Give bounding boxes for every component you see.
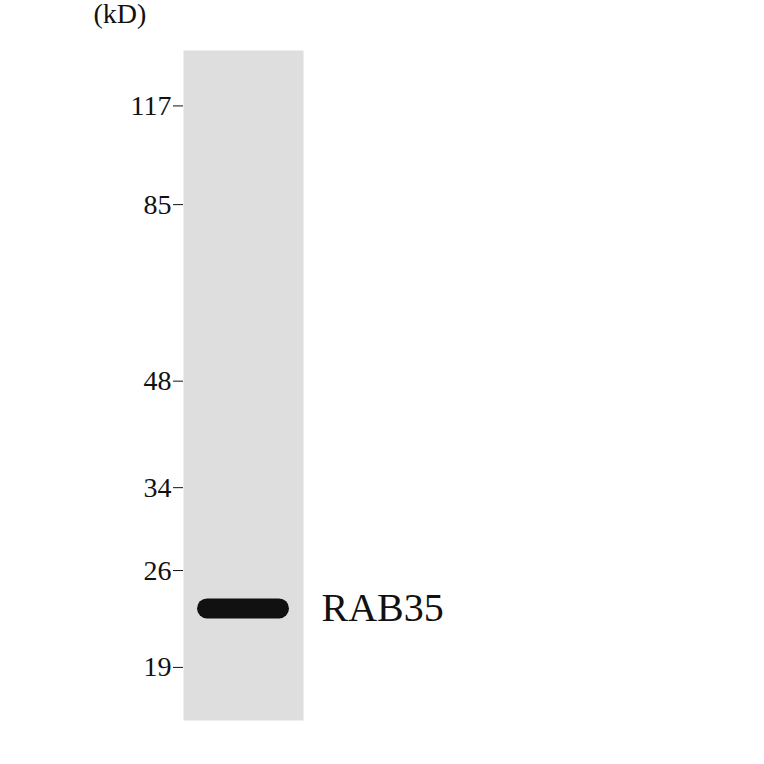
svg-text:34: 34 [144, 472, 172, 503]
svg-text:117: 117 [131, 90, 172, 121]
svg-text:85: 85 [144, 189, 172, 220]
svg-text:48: 48 [144, 365, 172, 396]
svg-text:26: 26 [144, 554, 172, 585]
svg-text:19: 19 [144, 651, 172, 682]
svg-text:(kD): (kD) [94, 0, 147, 29]
svg-text:RAB35: RAB35 [322, 585, 444, 630]
